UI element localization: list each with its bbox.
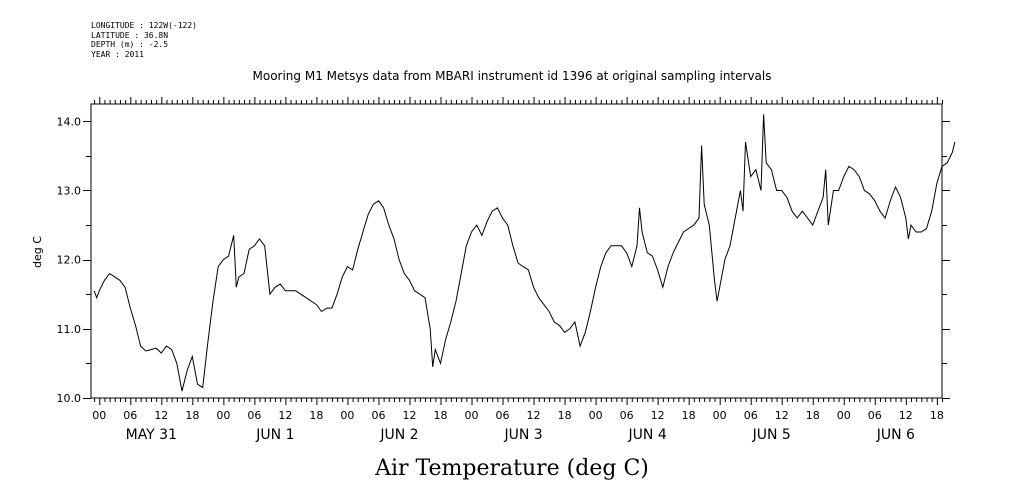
y-tick-label: 12.0 (57, 254, 82, 267)
x-day-label: JUN 6 (876, 427, 915, 443)
x-hour-tick-label: 00 (465, 409, 479, 422)
y-axis-label: deg C (31, 236, 44, 268)
axis-ticks (83, 97, 950, 405)
x-hour-tick-label: 18 (185, 409, 199, 422)
longitude-text: LONGITUDE : 122W(-122) (91, 21, 197, 30)
x-hour-tick-label: 06 (620, 409, 634, 422)
x-day-labels: MAY 31 JUN 1 JUN 2 JUN 3 JUN 4 JUN 5 JUN 6 (126, 427, 915, 443)
y-tick-label: 13.0 (57, 184, 82, 197)
y-tick-label: 14.0 (57, 115, 82, 128)
metadata-block: LONGITUDE : 122W(-122) LATITUDE : 36.8N … (91, 21, 197, 59)
x-hour-tick-label: 06 (496, 409, 510, 422)
x-hour-tick-label: 06 (247, 409, 261, 422)
x-hour-tick-label: 00 (837, 409, 851, 422)
x-hour-tick-label: 12 (651, 409, 665, 422)
x-hour-tick-label: 00 (589, 409, 603, 422)
x-day-label: JUN 3 (503, 427, 542, 443)
x-hour-tick-label: 18 (309, 409, 323, 422)
x-hour-tick-label: 12 (775, 409, 789, 422)
depth-text: DEPTH (m) : -2.5 (91, 40, 169, 49)
x-hour-tick-label: 00 (92, 409, 106, 422)
x-hour-tick-label: 06 (868, 409, 882, 422)
y-tick-label: 11.0 (57, 323, 82, 336)
x-hour-tick-label: 12 (899, 409, 913, 422)
x-hour-tick-label: 18 (682, 409, 696, 422)
x-hour-tick-label: 06 (123, 409, 137, 422)
x-day-label: JUN 2 (379, 427, 418, 443)
x-hour-tick-label: 18 (806, 409, 820, 422)
chart-title: Mooring M1 Metsys data from MBARI instru… (253, 69, 772, 83)
y-tick-labels: 10.0 11.0 12.0 13.0 14.0 (57, 115, 82, 405)
x-hour-tick-label: 12 (402, 409, 416, 422)
x-day-label: JUN 4 (628, 427, 667, 443)
x-hour-tick-label: 18 (558, 409, 572, 422)
y-tick-label: 10.0 (57, 392, 82, 405)
x-hour-tick-label: 00 (713, 409, 727, 422)
x-hour-tick-label: 00 (340, 409, 354, 422)
x-hour-tick-label: 18 (433, 409, 447, 422)
x-axis-label: Air Temperature (deg C) (374, 456, 649, 481)
x-day-label: MAY 31 (126, 427, 177, 443)
latitude-text: LATITUDE : 36.8N (91, 30, 169, 40)
series-line-air-temperature (93, 114, 956, 392)
x-hour-tick-label: 18 (930, 409, 944, 422)
x-hour-tick-label: 12 (154, 409, 168, 422)
x-hour-tick-label: 06 (371, 409, 385, 422)
year-text: YEAR : 2011 (91, 49, 144, 59)
x-day-label: JUN 1 (255, 427, 294, 443)
x-hour-tick-label: 12 (278, 409, 292, 422)
x-day-label: JUN 5 (752, 427, 791, 443)
x-tick-labels: 00 06 12 18 00 06 12 18 00 06 12 18 00 06 12 18 00 06 12 18… (92, 409, 944, 422)
x-hour-tick-label: 06 (744, 409, 758, 422)
x-hour-tick-label: 00 (216, 409, 230, 422)
plot-frame (90, 103, 943, 399)
x-hour-tick-label: 12 (527, 409, 541, 422)
